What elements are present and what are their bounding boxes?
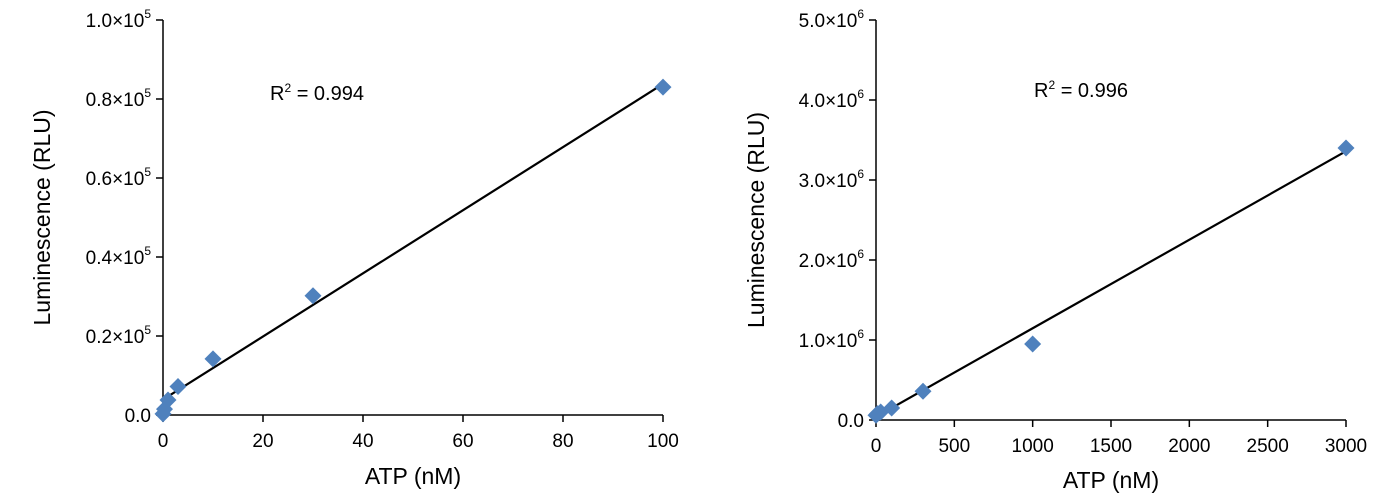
x-tick-label: 1000 <box>1012 436 1054 457</box>
x-tick-label: 1500 <box>1090 436 1132 457</box>
y-tick-label-mantissa: 0.0 <box>125 406 151 427</box>
r-squared-superscript: 2 <box>1048 78 1055 92</box>
y-tick-label: 1.0×105 <box>86 7 152 32</box>
x-tick-label: 0 <box>158 431 169 452</box>
y-tick-label-mantissa: 1.0×10 <box>799 331 858 352</box>
y-axis-title: Luminescence (RLU) <box>29 109 55 325</box>
y-tick-label-exponent: 5 <box>144 7 151 21</box>
x-tick-label: 80 <box>552 431 573 452</box>
y-tick-label: 0.6×105 <box>86 165 152 190</box>
x-tick-label: 100 <box>647 431 679 452</box>
y-tick-label-exponent: 5 <box>144 86 151 100</box>
y-tick-label-exponent: 6 <box>857 327 864 341</box>
r-squared-annotation: R2 = 0.996 <box>1034 78 1128 102</box>
data-point-marker <box>159 391 177 409</box>
data-point-marker <box>872 403 890 421</box>
y-tick-label: 5.0×106 <box>799 7 865 32</box>
data-point-marker <box>1024 335 1042 353</box>
data-point-marker <box>654 78 672 96</box>
x-axis-title: ATP (nM) <box>1063 467 1159 493</box>
y-tick-label: 1.0×106 <box>799 327 865 352</box>
linear-trendline <box>875 150 1347 418</box>
y-axis-title: Luminescence (RLU) <box>743 112 769 328</box>
r-squared-value: = 0.996 <box>1055 80 1128 102</box>
x-tick-label: 500 <box>938 436 970 457</box>
r-squared-annotation: R2 = 0.994 <box>270 81 364 105</box>
y-tick-label: 0.0 <box>838 411 864 432</box>
x-tick-label: 2500 <box>1247 436 1289 457</box>
r-squared-letter: R <box>1034 80 1048 102</box>
x-tick-label: 2000 <box>1168 436 1210 457</box>
data-point-marker <box>914 382 932 400</box>
data-point-marker <box>204 350 222 368</box>
y-tick-label-mantissa: 2.0×10 <box>799 251 858 272</box>
y-tick-label-mantissa: 0.2×10 <box>86 327 145 348</box>
y-tick-label: 0.4×105 <box>86 244 152 269</box>
data-point-marker <box>169 378 187 396</box>
y-tick-label-exponent: 6 <box>857 247 864 261</box>
x-tick-label: 3000 <box>1325 436 1367 457</box>
y-tick-label: 2.0×106 <box>799 247 865 272</box>
y-tick-label-exponent: 6 <box>857 7 864 21</box>
x-axis-title: ATP (nM) <box>365 463 461 489</box>
data-point-marker <box>1337 139 1355 157</box>
y-tick-label: 0.8×105 <box>86 86 152 111</box>
data-point-marker <box>304 287 322 305</box>
chart-panel-atp-0-100: 0.0 0.2×105 0.4×105 0.6×105 0.8×105 1.0×105 0 2… <box>29 7 679 489</box>
y-tick-label-mantissa: 4.0×10 <box>799 91 858 112</box>
y-tick-label-exponent: 6 <box>857 87 864 101</box>
y-tick-label-mantissa: 1.0×10 <box>86 11 145 32</box>
y-tick-label: 3.0×106 <box>799 167 865 192</box>
r-squared-value: = 0.994 <box>291 83 364 105</box>
y-tick-label-exponent: 5 <box>144 323 151 337</box>
y-tick-label: 0.2×105 <box>86 323 152 348</box>
y-tick-label-exponent: 5 <box>144 244 151 258</box>
y-tick-label-mantissa: 0.6×10 <box>86 169 145 190</box>
r-squared-letter: R <box>270 83 284 105</box>
y-tick-label: 4.0×106 <box>799 87 865 112</box>
y-tick-label-exponent: 6 <box>857 167 864 181</box>
y-tick-label-mantissa: 5.0×10 <box>799 11 858 32</box>
x-tick-label: 20 <box>252 431 273 452</box>
x-tick-label: 0 <box>871 436 882 457</box>
x-tick-label: 60 <box>452 431 473 452</box>
chart-panel-atp-0-3000: 0.0 1.0×106 2.0×106 3.0×106 4.0×106 5.0×106 0 5… <box>694 0 1387 495</box>
y-tick-label-mantissa: 0.0 <box>838 411 864 432</box>
y-tick-label-mantissa: 0.4×10 <box>86 248 145 269</box>
linear-trendline <box>162 83 664 401</box>
y-tick-label-mantissa: 3.0×10 <box>799 171 858 192</box>
x-tick-label: 40 <box>352 431 373 452</box>
y-tick-label-mantissa: 0.8×10 <box>86 90 145 111</box>
data-point-marker <box>883 399 901 417</box>
y-tick-label-exponent: 5 <box>144 165 151 179</box>
r-squared-superscript: 2 <box>284 81 291 95</box>
y-tick-label: 0.0 <box>125 406 151 427</box>
